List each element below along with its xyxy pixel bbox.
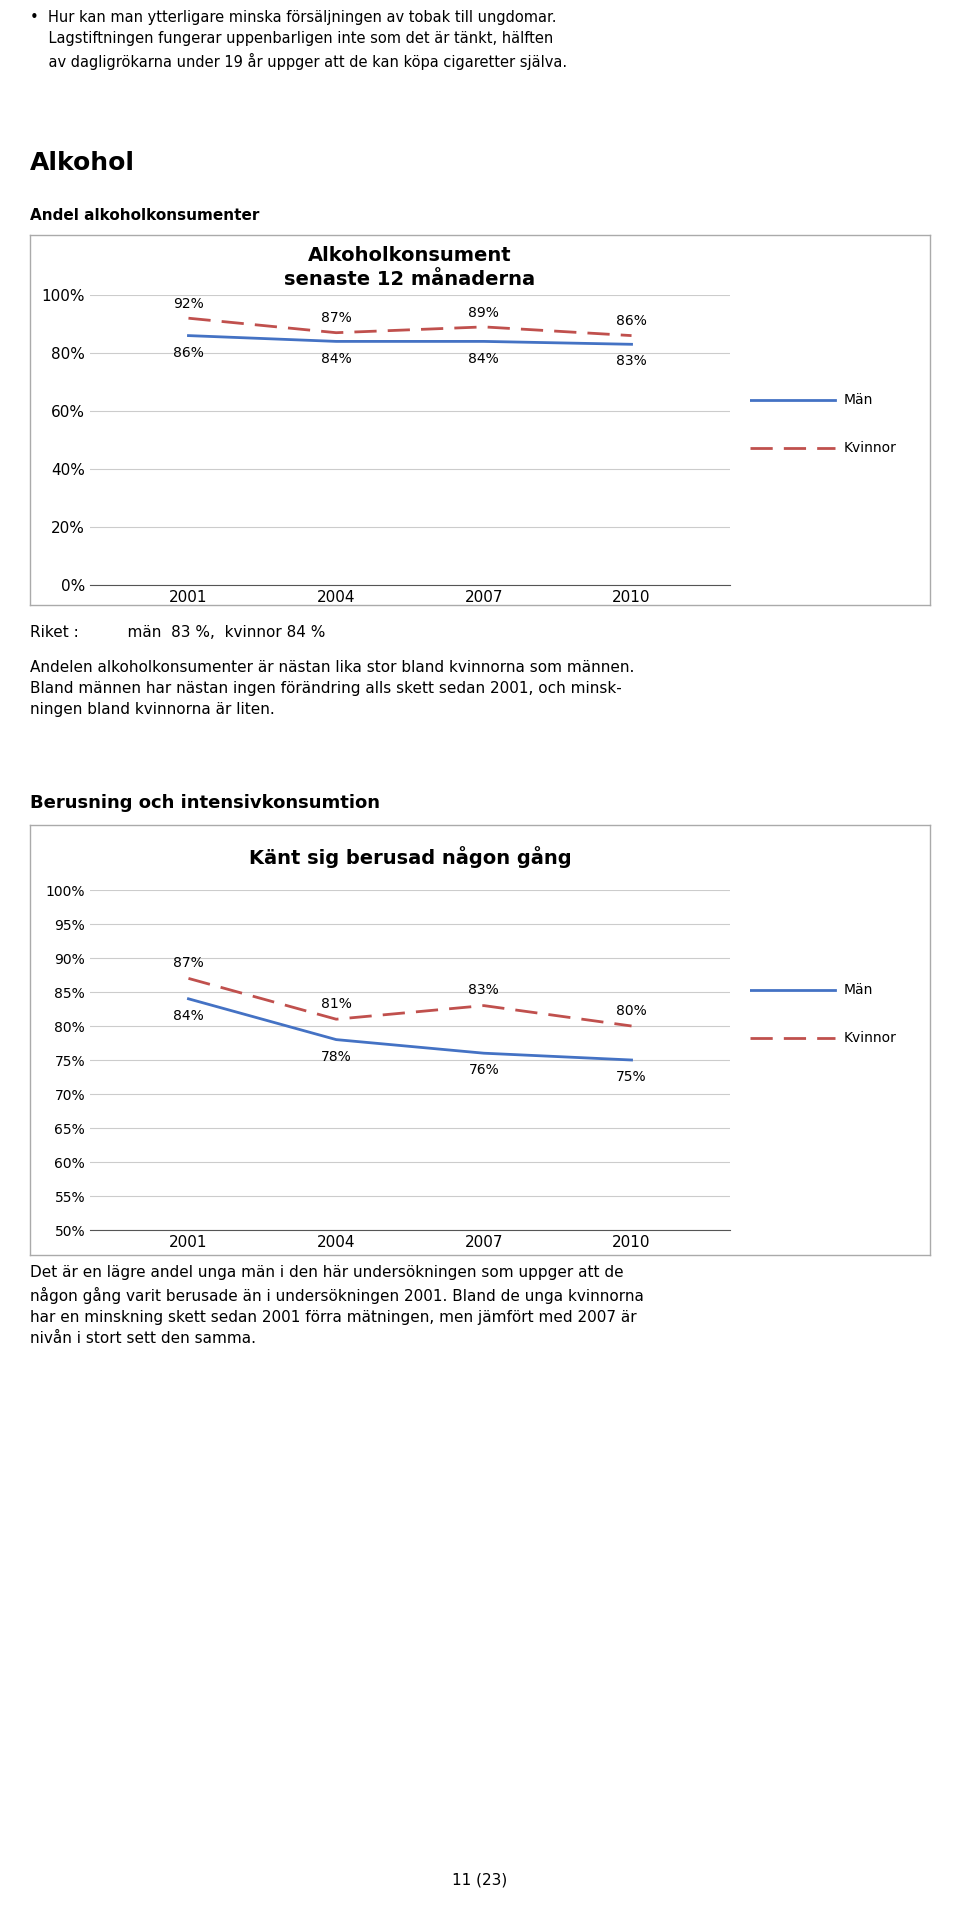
Text: 84%: 84%	[468, 352, 499, 366]
Text: 84%: 84%	[321, 352, 351, 366]
Text: Berusning och intensivkonsumtion: Berusning och intensivkonsumtion	[30, 794, 380, 812]
Text: 87%: 87%	[173, 956, 204, 970]
Text: Män: Män	[844, 983, 873, 996]
Text: 80%: 80%	[616, 1004, 647, 1017]
Text: 84%: 84%	[173, 1010, 204, 1023]
Text: 11 (23): 11 (23)	[452, 1873, 508, 1888]
Text: Kvinnor: Kvinnor	[844, 440, 897, 455]
Text: Andelen alkoholkonsumenter är nästan lika stor bland kvinnorna som männen.
Bland: Andelen alkoholkonsumenter är nästan lik…	[30, 659, 635, 716]
Text: Alkohol: Alkohol	[30, 150, 135, 175]
Text: 81%: 81%	[321, 996, 351, 1012]
Text: 86%: 86%	[173, 345, 204, 360]
Text: 78%: 78%	[321, 1050, 351, 1063]
Text: Riket :          män  83 %,  kvinnor 84 %: Riket : män 83 %, kvinnor 84 %	[30, 625, 325, 640]
Text: •  Hur kan man ytterligare minska försäljningen av tobak till ungdomar.
    Lags: • Hur kan man ytterligare minska försälj…	[30, 10, 567, 70]
Text: Alkoholkonsument
senaste 12 månaderna: Alkoholkonsument senaste 12 månaderna	[284, 246, 536, 290]
Text: 86%: 86%	[616, 314, 647, 328]
Text: 76%: 76%	[468, 1063, 499, 1078]
Text: 89%: 89%	[468, 305, 499, 320]
Text: 75%: 75%	[616, 1071, 647, 1084]
Text: Känt sig berusad någon gång: Känt sig berusad någon gång	[249, 846, 571, 869]
Text: 87%: 87%	[321, 311, 351, 326]
Text: Det är en lägre andel unga män i den här undersökningen som uppger att de
någon : Det är en lägre andel unga män i den här…	[30, 1265, 644, 1347]
Text: 83%: 83%	[616, 354, 647, 368]
Text: Kvinnor: Kvinnor	[844, 1031, 897, 1046]
Text: Andel alkoholkonsumenter: Andel alkoholkonsumenter	[30, 208, 259, 223]
Text: Män: Män	[844, 392, 873, 408]
Text: 83%: 83%	[468, 983, 499, 998]
Text: 92%: 92%	[173, 297, 204, 311]
